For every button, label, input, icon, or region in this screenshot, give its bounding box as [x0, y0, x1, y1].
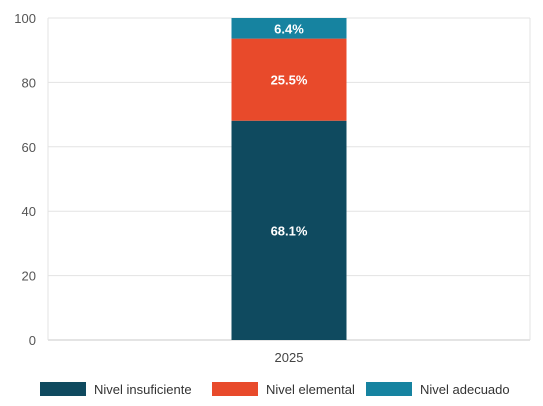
legend: Nivel insuficiente Nivel elemental Nivel a… [40, 382, 510, 397]
y-axis-ticks: 0 20 40 60 80 100 [14, 11, 36, 348]
y-tick-label-40: 40 [22, 204, 36, 219]
legend-swatch [212, 382, 258, 396]
legend-item-0[interactable]: Nivel insuficiente [40, 382, 192, 397]
x-tick-label: 2025 [275, 350, 304, 365]
legend-item-2[interactable]: Nivel adecuado [366, 382, 510, 397]
y-tick-label-100: 100 [14, 11, 36, 26]
bar-segment-0 [231, 120, 347, 340]
legend-label: Nivel elemental [266, 382, 355, 397]
legend-item-1[interactable]: Nivel elemental [212, 382, 355, 397]
bar-segment-2 [231, 18, 347, 39]
y-tick-label-20: 20 [22, 269, 36, 284]
y-tick-label-80: 80 [22, 75, 36, 90]
bar-segment-1 [231, 38, 347, 121]
y-tick-label-60: 60 [22, 140, 36, 155]
legend-swatch [366, 382, 412, 396]
data-labels: 68.1% 25.5% 6.4% [271, 21, 308, 238]
legend-label: Nivel insuficiente [94, 382, 192, 397]
data-label-0: 68.1% [271, 223, 308, 238]
data-label-1: 25.5% [271, 73, 308, 88]
data-label-2: 6.4% [274, 21, 304, 36]
legend-swatch [40, 382, 86, 396]
x-axis: 2025 [275, 350, 304, 365]
bars [231, 18, 347, 340]
y-tick-label-0: 0 [29, 333, 36, 348]
legend-label: Nivel adecuado [420, 382, 510, 397]
